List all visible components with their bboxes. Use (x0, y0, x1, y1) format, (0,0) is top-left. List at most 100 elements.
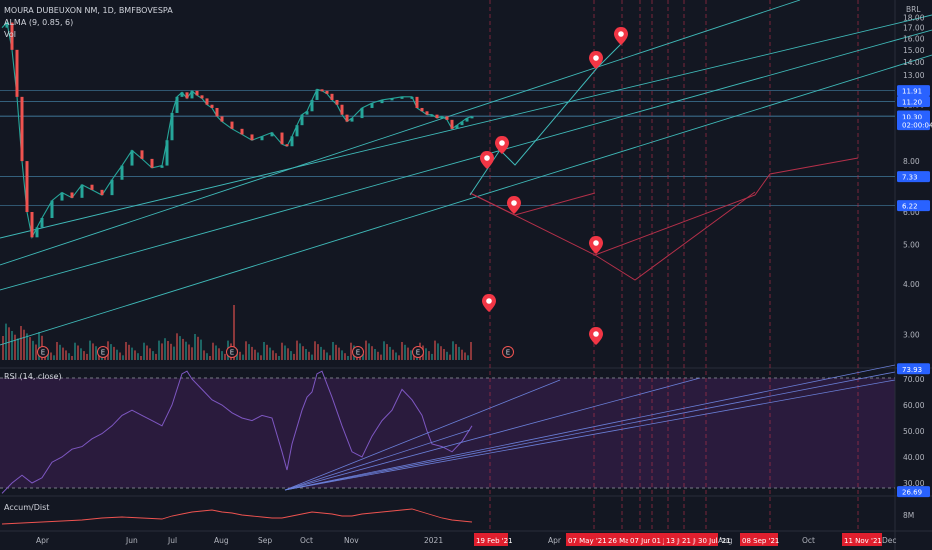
rsi-tag-bg (897, 363, 930, 375)
earnings-icon[interactable]: E (226, 346, 238, 358)
time-tick-label: Sep (258, 536, 272, 545)
map-pin-icon[interactable] (614, 27, 628, 45)
volume-bar (197, 336, 199, 360)
rsi-fan-line (284, 429, 471, 491)
candle (180, 92, 184, 97)
price-tick-label: 18.00 (903, 14, 925, 23)
candle (420, 107, 424, 112)
candle (100, 189, 104, 196)
volume-bar (113, 346, 115, 360)
volume-bar (146, 345, 148, 360)
volume-bar (467, 355, 469, 360)
volume-bar (242, 354, 244, 360)
volume-bar (272, 350, 274, 360)
volume-bar (326, 352, 328, 360)
earnings-icon[interactable]: E (412, 346, 424, 358)
candle (140, 150, 144, 159)
candle (370, 103, 374, 108)
map-pin-icon[interactable] (480, 151, 494, 169)
volume-bar (11, 331, 13, 360)
candle (220, 116, 224, 122)
price-tick-label: 13.00 (903, 71, 925, 80)
map-markers[interactable] (480, 27, 628, 345)
volume-bar (278, 356, 280, 360)
volume-bar (29, 337, 31, 360)
time-tick-label: Dec (882, 536, 897, 545)
volume-bar (308, 351, 310, 360)
price-axis[interactable]: 3.004.005.006.008.0010.0011.0012.0013.00… (897, 14, 932, 520)
price-tick-label: 5.00 (903, 240, 920, 249)
date-marker-tag (842, 533, 882, 546)
candle (195, 90, 199, 96)
price-tag-label: 10.30 (902, 113, 922, 121)
candle (120, 165, 124, 180)
date-marker-label: 07 Jun '21 (630, 537, 665, 545)
map-pin-icon[interactable] (482, 294, 496, 312)
earnings-icon[interactable]: E (37, 346, 49, 358)
volume-bar (32, 340, 34, 360)
candle (165, 140, 169, 166)
volume-bar (35, 344, 37, 360)
price-tick-label: 4.00 (903, 280, 920, 289)
volume-bar (80, 348, 82, 360)
candle (340, 104, 344, 115)
map-pin-icon[interactable] (507, 196, 521, 214)
volume-bar (275, 353, 277, 360)
earnings-letter: E (416, 349, 420, 357)
currency-label: BRL (906, 5, 921, 14)
candle (200, 95, 204, 99)
map-pin-icon[interactable] (589, 51, 603, 69)
candle (415, 96, 419, 108)
channel-line (0, 14, 932, 239)
time-axis[interactable]: AprJunJulAugSepOctNov2021AprJulAugOctDec… (36, 533, 897, 546)
volume-bar (371, 346, 373, 360)
candle (280, 132, 284, 145)
map-pin-icon[interactable] (589, 236, 603, 254)
volume-bar (446, 351, 448, 360)
trend-channel[interactable] (0, 0, 932, 346)
map-pin-hole (593, 240, 599, 246)
earnings-icon[interactable]: E (502, 346, 514, 358)
volume-bar (71, 356, 73, 360)
candle (10, 22, 14, 50)
date-marker-label: 26 May '21 (608, 537, 647, 545)
vol-legend[interactable]: Vol (4, 30, 16, 39)
map-pin-icon[interactable] (495, 136, 509, 154)
volume-bar (323, 349, 325, 360)
volume-bar (338, 347, 340, 360)
rsi-legend[interactable]: RSI (14, close) (4, 372, 62, 381)
volume-bar (173, 346, 175, 360)
volume-bar (287, 348, 289, 360)
candle (465, 118, 469, 122)
candle (310, 99, 314, 112)
volume-bar (296, 340, 298, 360)
earnings-icon[interactable]: E (352, 346, 364, 358)
candle (40, 218, 44, 228)
candle (270, 132, 274, 137)
volume-bar (431, 353, 433, 360)
volume-bar (434, 340, 436, 360)
volume-bar (224, 353, 226, 360)
volume-bar (74, 342, 76, 360)
earnings-icon[interactable]: E (97, 346, 109, 358)
map-pin-icon[interactable] (589, 327, 603, 345)
earnings-circle (412, 346, 424, 358)
volume-bar (398, 355, 400, 360)
candle (430, 114, 434, 117)
volume-bar (185, 341, 187, 360)
volume-bar (77, 345, 79, 360)
symbol-legend[interactable]: MOURA DUBEUXON NM, 1D, BMFBOVESPA (4, 6, 173, 15)
volume-bar (218, 348, 220, 360)
volume-bar (20, 326, 22, 360)
volume-bar (191, 347, 193, 360)
price-tag-bg (897, 171, 930, 183)
earnings-circle (97, 346, 109, 358)
volume-bar (362, 353, 364, 360)
map-pin-hole (593, 55, 599, 61)
volume-bar (257, 352, 259, 360)
earnings-circle (502, 346, 514, 358)
accum-legend[interactable]: Accum/Dist (4, 503, 50, 512)
ma-legend[interactable]: ALMA (9, 0.85, 6) (4, 18, 74, 27)
